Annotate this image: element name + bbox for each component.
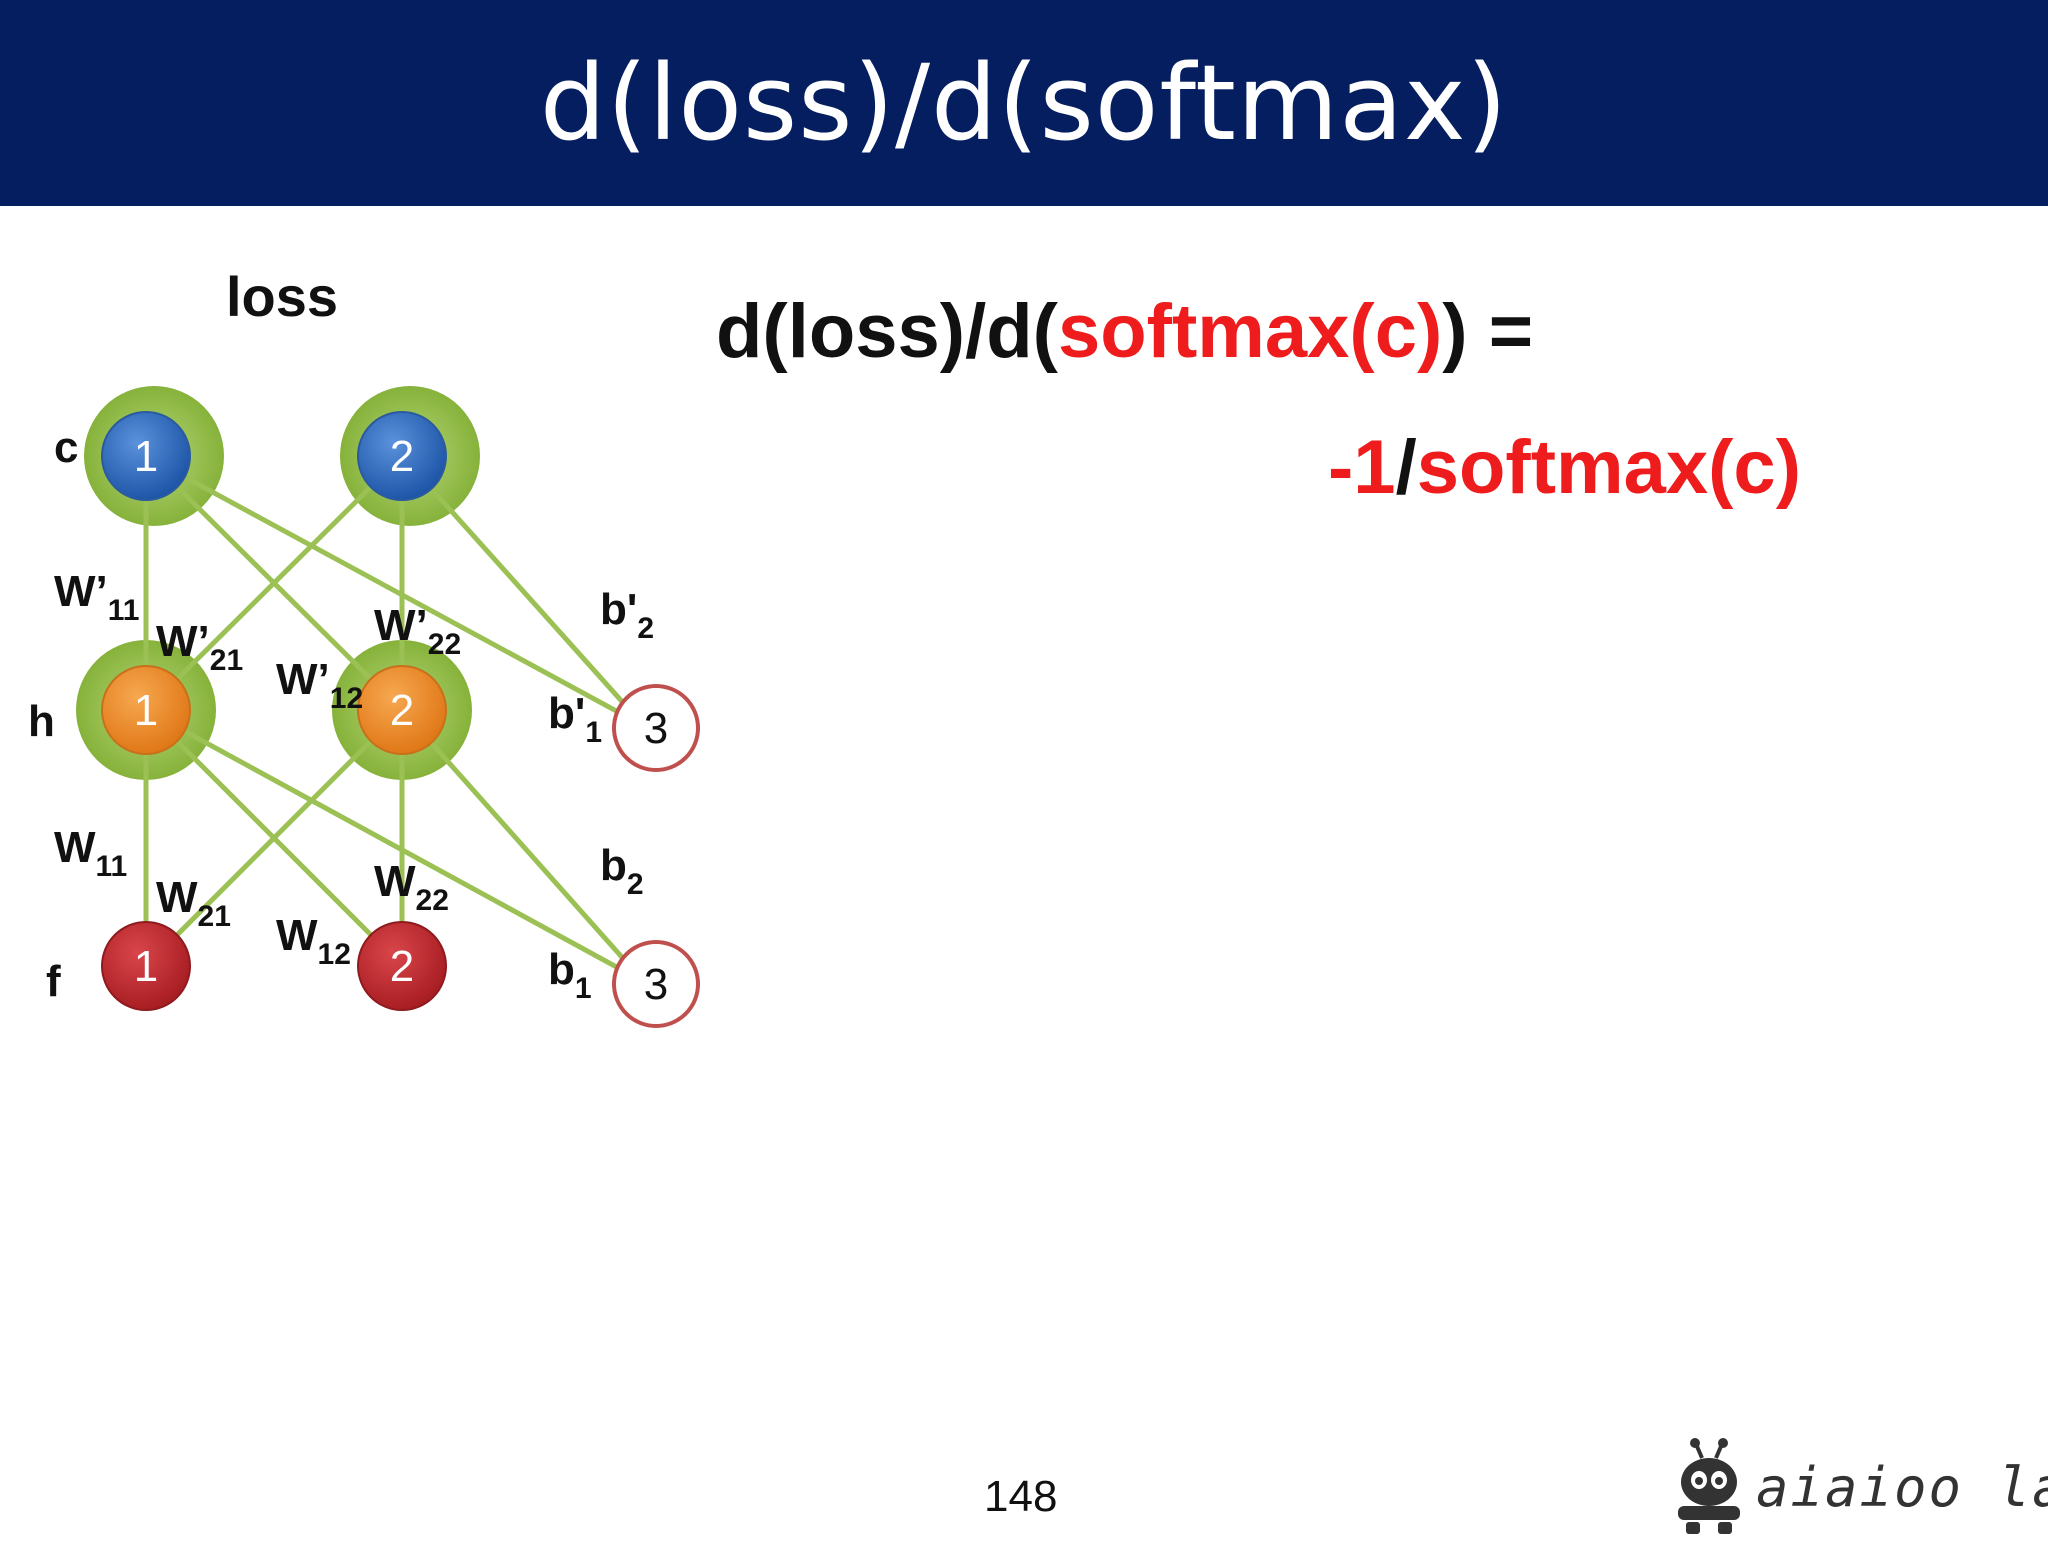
node-c2-label: 2 <box>390 432 414 481</box>
bias-label-bp1: b'1 <box>548 689 602 749</box>
weight-label-w11: W11 <box>54 823 127 883</box>
node-f2-label: 2 <box>390 942 414 991</box>
weight-label-wp21: W’21 <box>156 617 243 677</box>
equation-line-1: d(loss)/d(softmax(c)) = <box>716 288 1533 375</box>
neural-network-diagram: 1 2 1 2 1 2 3 3 loss c h f W’11 W’21 W’1… <box>0 206 760 1086</box>
edge-bias-h-c2 <box>400 454 646 728</box>
weight-label-w21: W21 <box>156 873 231 933</box>
bias-node-hidden-label: 3 <box>644 704 668 753</box>
edge-bias-h-c1 <box>144 453 646 729</box>
weight-label-w22: W22 <box>374 857 449 917</box>
edge-bias-f-h2 <box>400 708 646 984</box>
bias-node-input <box>612 940 700 1028</box>
weight-label-wp22: W’22 <box>374 601 461 661</box>
weight-label-wp12: W’12 <box>276 655 363 715</box>
equation-slash: / <box>1395 425 1417 510</box>
node-f2 <box>357 921 447 1011</box>
node-h2 <box>357 665 447 755</box>
bias-node-hidden <box>612 684 700 772</box>
equation-line-2: -1/softmax(c) <box>1328 424 1801 511</box>
weight-label-wp11: W’11 <box>54 567 139 627</box>
node-h2-label: 2 <box>390 686 414 735</box>
layer-label-c: c <box>54 423 78 472</box>
weight-label-w12: W12 <box>276 911 351 971</box>
bias-label-b1: b1 <box>548 945 592 1005</box>
node-f1 <box>101 921 191 1011</box>
equation-softmax-term: softmax(c) <box>1057 289 1443 374</box>
node-h1 <box>101 665 191 755</box>
bias-label-bp2: b'2 <box>600 585 654 645</box>
page-number: 148 <box>984 1472 1058 1521</box>
node-h1-label: 1 <box>134 686 158 735</box>
layer-label-f: f <box>46 957 61 1006</box>
equation-minus-one: -1 <box>1328 425 1396 510</box>
edge-h2-c1 <box>144 454 404 712</box>
layer-label-h: h <box>28 697 55 746</box>
node-c1 <box>101 411 191 501</box>
loss-label: loss <box>226 265 338 328</box>
node-c2 <box>357 411 447 501</box>
title-bar: d(loss)/d(softmax) <box>0 0 2048 206</box>
edge-bias-f-h1 <box>144 707 646 985</box>
network-svg: 1 2 1 2 1 2 3 3 loss c h f W’11 W’21 W’1… <box>28 265 700 1028</box>
logo-text: aiaioo labs <box>1756 1456 2048 1519</box>
equation-prefix: d(loss)/d( <box>716 289 1058 374</box>
node-c1-label: 1 <box>134 432 158 481</box>
equation-suffix: ) = <box>1442 289 1534 374</box>
slide-title: d(loss)/d(softmax) <box>539 42 1509 164</box>
equation-softmax-denominator: softmax(c) <box>1416 425 1802 510</box>
bias-label-b2: b2 <box>600 841 644 901</box>
edge-f2-h1 <box>144 708 404 968</box>
node-f1-label: 1 <box>134 942 158 991</box>
robot-icon <box>1678 1438 1740 1534</box>
aiaioo-logo: aiaioo labs <box>1664 1436 2048 1536</box>
bias-node-input-label: 3 <box>644 960 668 1009</box>
